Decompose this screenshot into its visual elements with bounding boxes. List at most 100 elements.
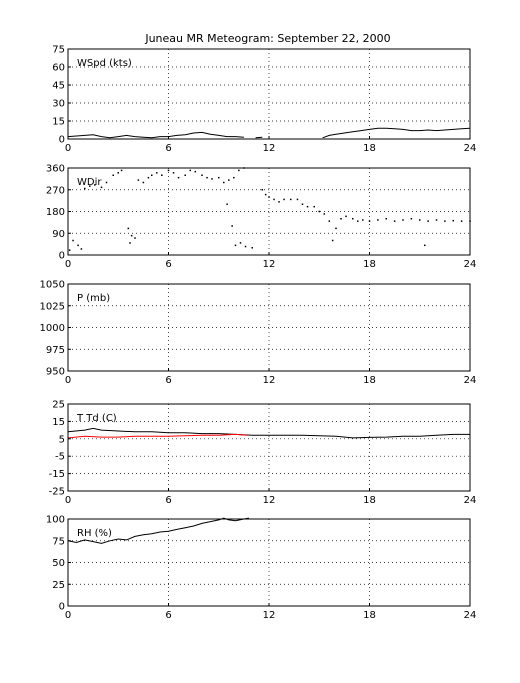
data-point bbox=[127, 227, 130, 230]
y-tick-label: 1025 bbox=[40, 301, 65, 312]
panel-label: T Td (C) bbox=[76, 413, 117, 424]
series-dots bbox=[68, 167, 471, 251]
data-point bbox=[323, 213, 326, 215]
x-tick-label: 6 bbox=[165, 259, 171, 270]
x-tick-label: 18 bbox=[363, 610, 376, 621]
y-tick-label: 25 bbox=[52, 580, 65, 591]
data-point bbox=[377, 219, 379, 221]
data-point bbox=[231, 225, 233, 227]
x-tick-label: 0 bbox=[65, 375, 71, 386]
data-point bbox=[177, 176, 180, 179]
data-point bbox=[228, 179, 230, 181]
series-line bbox=[322, 127, 471, 139]
y-tick-label: 15 bbox=[52, 117, 65, 128]
y-tick-label: 30 bbox=[52, 99, 65, 110]
y-tick-label: 0 bbox=[59, 602, 65, 613]
data-point bbox=[402, 219, 404, 221]
data-point bbox=[120, 169, 123, 172]
data-point bbox=[328, 220, 331, 222]
data-point bbox=[460, 220, 463, 222]
data-point bbox=[278, 201, 280, 203]
data-point bbox=[130, 234, 133, 237]
data-point bbox=[194, 170, 197, 173]
data-point bbox=[444, 220, 446, 222]
data-point bbox=[117, 172, 119, 174]
data-point bbox=[251, 247, 253, 249]
data-point bbox=[189, 169, 192, 172]
panel-rh: 0 6 12 18 24 0 25 50 75 100 RH (%) bbox=[46, 515, 476, 622]
data-point bbox=[80, 248, 83, 250]
data-point bbox=[100, 186, 103, 189]
x-tick-label: 12 bbox=[263, 375, 276, 386]
y-tick-label: 1000 bbox=[40, 323, 65, 334]
data-point bbox=[72, 239, 74, 242]
data-point bbox=[296, 198, 299, 201]
data-point bbox=[137, 179, 140, 181]
data-point bbox=[211, 178, 213, 180]
data-point bbox=[172, 172, 175, 174]
data-point bbox=[357, 220, 359, 222]
data-point bbox=[223, 181, 225, 184]
data-point bbox=[184, 174, 186, 176]
x-tick-label: 18 bbox=[363, 259, 376, 270]
y-tick-label: -15 bbox=[49, 469, 65, 480]
data-point bbox=[261, 189, 264, 191]
data-point bbox=[161, 174, 163, 176]
x-tick-label: 24 bbox=[464, 495, 477, 506]
data-point bbox=[385, 218, 387, 220]
y-tick-label: 180 bbox=[46, 207, 65, 218]
y-tick-label: 75 bbox=[52, 45, 65, 56]
data-point bbox=[234, 244, 237, 247]
x-tick-label: 0 bbox=[65, 259, 71, 270]
y-tick-label: 25 bbox=[52, 400, 65, 411]
panel-temp: 0 6 12 18 24 -25 -15 -5 5 15 25 T Td (C) bbox=[49, 400, 477, 507]
data-point bbox=[167, 169, 170, 172]
data-point bbox=[345, 215, 347, 218]
data-point bbox=[331, 239, 334, 242]
data-point bbox=[427, 220, 429, 222]
x-tick-label: 0 bbox=[65, 610, 71, 621]
data-point bbox=[273, 198, 275, 201]
x-tick-label: 24 bbox=[464, 259, 477, 270]
data-point bbox=[340, 218, 342, 220]
data-point bbox=[233, 176, 235, 179]
data-point bbox=[77, 244, 79, 247]
data-point bbox=[105, 181, 108, 184]
y-tick-label: 15 bbox=[52, 417, 65, 428]
x-tick-label: 18 bbox=[363, 143, 376, 154]
y-tick-label: 0 bbox=[59, 135, 65, 146]
series-line bbox=[67, 427, 470, 439]
x-tick-label: 24 bbox=[464, 610, 477, 621]
data-point bbox=[156, 172, 158, 174]
data-point bbox=[94, 184, 96, 186]
y-tick-label: 5 bbox=[59, 434, 65, 445]
data-point bbox=[244, 245, 247, 248]
chart-title: Juneau MR Meteogram: September 22, 2000 bbox=[144, 32, 390, 45]
data-point bbox=[301, 203, 304, 205]
data-point bbox=[268, 196, 270, 198]
x-tick-label: 12 bbox=[263, 610, 276, 621]
y-tick-label: 75 bbox=[52, 536, 65, 547]
panel-wdir: 0 6 12 18 24 0 90 180 270 360 WDir bbox=[46, 164, 476, 271]
data-point bbox=[68, 249, 71, 251]
series-line bbox=[67, 131, 244, 139]
y-tick-label: 45 bbox=[52, 81, 65, 92]
data-point bbox=[410, 218, 413, 220]
panel-label: WSpd (kts) bbox=[77, 58, 132, 69]
data-point bbox=[218, 176, 220, 179]
data-point bbox=[84, 187, 86, 190]
series-line bbox=[255, 136, 263, 139]
x-tick-label: 6 bbox=[165, 375, 171, 386]
data-point bbox=[226, 203, 228, 205]
data-point bbox=[147, 176, 150, 179]
data-point bbox=[201, 174, 203, 176]
data-point bbox=[393, 220, 396, 222]
y-tick-label: 0 bbox=[59, 251, 65, 262]
panel-pres: 0 6 12 18 24 950 975 1000 1025 1050 P (mb) bbox=[40, 280, 477, 387]
x-tick-label: 6 bbox=[165, 143, 171, 154]
data-point bbox=[362, 219, 364, 221]
data-point bbox=[129, 242, 131, 244]
data-point bbox=[452, 219, 454, 222]
